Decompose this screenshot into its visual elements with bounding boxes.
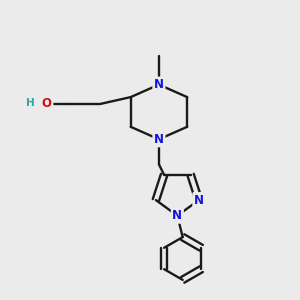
Text: N: N (154, 78, 164, 91)
Text: H: H (26, 98, 35, 108)
Text: N: N (154, 133, 164, 146)
Text: N: N (172, 209, 182, 222)
Text: O: O (42, 98, 52, 110)
Text: N: N (194, 194, 204, 207)
